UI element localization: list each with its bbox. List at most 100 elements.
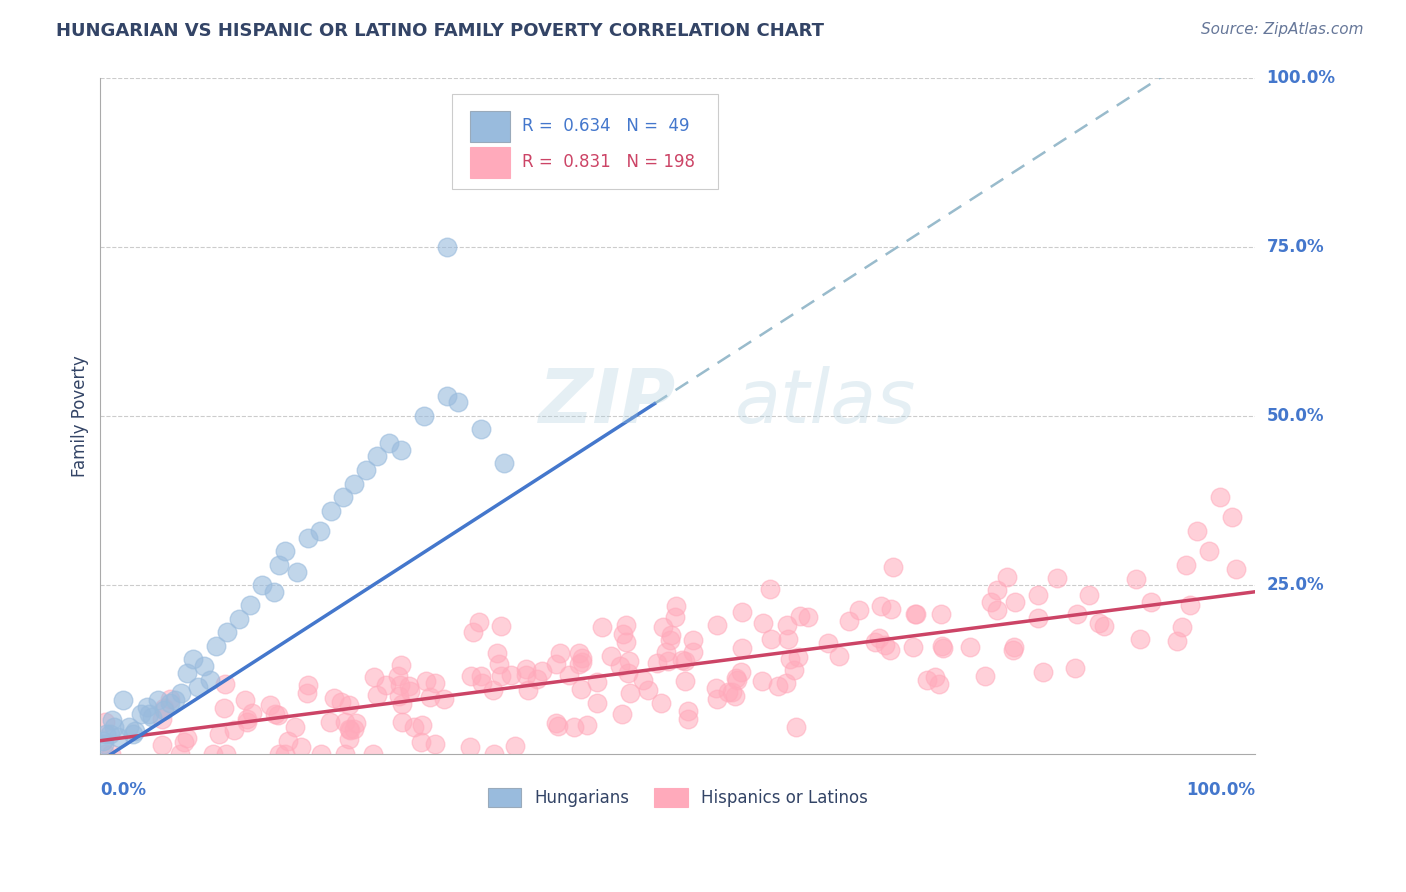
Point [489, 618, 512, 632]
Point [460, 739, 482, 754]
Point [363, 670, 385, 684]
Point [112, 693, 135, 707]
Point [515, 668, 537, 682]
Point [239, 599, 262, 613]
Point [398, 684, 420, 698]
Point [267, 708, 290, 723]
Point [631, 673, 654, 687]
Point [494, 456, 516, 470]
Point [470, 668, 492, 682]
Point [647, 657, 669, 671]
Point [904, 607, 927, 621]
Point [665, 599, 688, 614]
Point [659, 628, 682, 642]
Point [1198, 544, 1220, 558]
Y-axis label: Family Poverty: Family Poverty [72, 355, 89, 476]
Point [1220, 510, 1243, 524]
Point [98, 727, 121, 741]
Point [153, 703, 176, 717]
Point [568, 657, 591, 671]
Point [526, 673, 548, 687]
Point [558, 668, 581, 682]
Point [1088, 615, 1111, 630]
Point [657, 654, 679, 668]
Point [717, 685, 740, 699]
Point [759, 632, 782, 647]
Point [460, 669, 482, 683]
Point [575, 718, 598, 732]
Text: 50.0%: 50.0% [1267, 407, 1324, 425]
Point [433, 691, 456, 706]
Point [135, 699, 157, 714]
Point [124, 723, 146, 738]
Point [676, 705, 699, 719]
Point [366, 450, 388, 464]
Point [959, 640, 981, 654]
Point [1032, 665, 1054, 680]
Point [651, 620, 673, 634]
Point [415, 674, 437, 689]
Point [1129, 632, 1152, 646]
Point [94, 727, 117, 741]
Point [366, 689, 388, 703]
Point [727, 673, 749, 687]
Point [361, 747, 384, 762]
Point [228, 612, 250, 626]
Point [1225, 562, 1247, 576]
Point [1178, 599, 1201, 613]
Point [319, 714, 342, 729]
Point [724, 671, 747, 685]
Point [170, 686, 193, 700]
Point [468, 615, 491, 629]
Point [274, 747, 297, 762]
Point [868, 631, 890, 645]
Point [775, 676, 797, 690]
Point [546, 657, 568, 672]
Point [264, 706, 287, 721]
Point [980, 594, 1002, 608]
Point [337, 698, 360, 713]
Point [436, 240, 458, 254]
Point [870, 599, 893, 613]
Point [617, 665, 640, 680]
Point [263, 584, 285, 599]
Point [650, 696, 672, 710]
Point [1002, 640, 1025, 655]
Point [562, 721, 585, 735]
Point [412, 409, 434, 423]
Point [863, 635, 886, 649]
Point [610, 706, 633, 721]
Point [233, 693, 256, 707]
Point [612, 627, 634, 641]
Point [344, 715, 367, 730]
Point [882, 559, 904, 574]
Point [775, 618, 797, 632]
Text: 0.0%: 0.0% [100, 781, 146, 799]
Point [181, 652, 204, 666]
Point [295, 686, 318, 700]
Point [391, 657, 413, 672]
Point [391, 714, 413, 729]
Text: ZIP: ZIP [538, 366, 676, 439]
Point [267, 747, 290, 762]
Point [354, 463, 377, 477]
Text: Source: ZipAtlas.com: Source: ZipAtlas.com [1201, 22, 1364, 37]
Point [1185, 524, 1208, 538]
Point [986, 582, 1008, 597]
Point [704, 681, 727, 695]
Point [482, 747, 505, 762]
Point [931, 640, 953, 655]
Point [215, 747, 238, 762]
Point [165, 693, 187, 707]
Point [402, 720, 425, 734]
Point [138, 706, 160, 721]
Point [1002, 643, 1025, 657]
Text: R =  0.831   N = 198: R = 0.831 N = 198 [522, 153, 695, 171]
Point [752, 616, 775, 631]
Point [423, 737, 446, 751]
Point [101, 714, 124, 728]
Point [586, 696, 609, 710]
Point [236, 712, 259, 726]
Point [389, 442, 412, 457]
Point [676, 712, 699, 726]
